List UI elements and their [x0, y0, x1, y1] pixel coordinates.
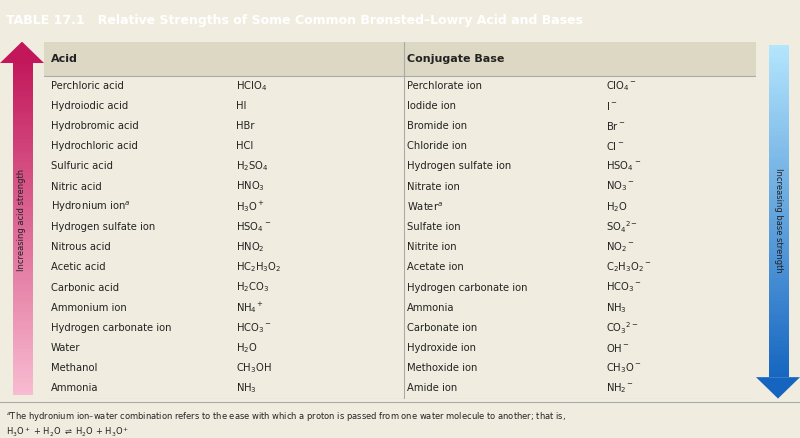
Text: HCO$_3$$^-$: HCO$_3$$^-$: [606, 281, 642, 294]
Text: H$_3$O$^+$: H$_3$O$^+$: [236, 199, 265, 214]
Text: Increasing acid strength: Increasing acid strength: [18, 169, 26, 271]
Text: SO$_4$$^{2-}$: SO$_4$$^{2-}$: [606, 219, 638, 235]
Bar: [44, 42, 756, 75]
Text: Hydrogen carbonate ion: Hydrogen carbonate ion: [51, 323, 172, 333]
Text: Methanol: Methanol: [51, 363, 98, 373]
Text: HNO$_3$: HNO$_3$: [236, 180, 265, 194]
Text: H$_2$CO$_3$: H$_2$CO$_3$: [236, 281, 270, 294]
Text: Nitrite ion: Nitrite ion: [407, 242, 457, 252]
Text: Chloride ion: Chloride ion: [407, 141, 467, 151]
Text: Amide ion: Amide ion: [407, 384, 458, 393]
Polygon shape: [756, 377, 800, 399]
Text: ClO$_4$$^-$: ClO$_4$$^-$: [606, 79, 638, 92]
Text: Perchloric acid: Perchloric acid: [51, 81, 124, 91]
Text: Hydrochloric acid: Hydrochloric acid: [51, 141, 138, 151]
Text: NH$_2$$^-$: NH$_2$$^-$: [606, 381, 634, 396]
Text: HSO$_4$$^-$: HSO$_4$$^-$: [236, 220, 271, 234]
Text: Iodide ion: Iodide ion: [407, 101, 456, 111]
Text: H$_2$O: H$_2$O: [236, 341, 258, 355]
Text: HCl: HCl: [236, 141, 254, 151]
Text: Perchlorate ion: Perchlorate ion: [407, 81, 482, 91]
Text: Water: Water: [51, 343, 81, 353]
Text: C$_2$H$_3$O$_2$$^-$: C$_2$H$_3$O$_2$$^-$: [606, 261, 652, 274]
Text: H$_2$SO$_4$: H$_2$SO$_4$: [236, 159, 269, 173]
Text: NH$_3$: NH$_3$: [606, 301, 627, 314]
Text: Sulfate ion: Sulfate ion: [407, 222, 461, 232]
Text: CH$_3$O$^-$: CH$_3$O$^-$: [606, 361, 642, 375]
Text: Hydroxide ion: Hydroxide ion: [407, 343, 476, 353]
Text: H$_2$O: H$_2$O: [606, 200, 628, 214]
Text: H$_3$O$^+$ + H$_2$O $\rightleftharpoons$ H$_2$O + H$_3$O$^+$: H$_3$O$^+$ + H$_2$O $\rightleftharpoons$…: [6, 425, 130, 438]
Text: Hydrogen sulfate ion: Hydrogen sulfate ion: [407, 161, 511, 171]
Text: $^a$The hydronium ion–water combination refers to the ease with which a proton i: $^a$The hydronium ion–water combination …: [6, 410, 566, 423]
Text: Acid: Acid: [51, 53, 78, 64]
Text: Hydrogen carbonate ion: Hydrogen carbonate ion: [407, 283, 528, 293]
Text: Nitrate ion: Nitrate ion: [407, 182, 460, 191]
Text: NO$_3$$^-$: NO$_3$$^-$: [606, 180, 635, 194]
Text: Hydronium ion$^a$: Hydronium ion$^a$: [51, 200, 130, 214]
Text: Nitric acid: Nitric acid: [51, 182, 102, 191]
Text: Carbonate ion: Carbonate ion: [407, 323, 478, 333]
Text: Hydrogen sulfate ion: Hydrogen sulfate ion: [51, 222, 155, 232]
Text: Methoxide ion: Methoxide ion: [407, 363, 478, 373]
Text: NH$_3$: NH$_3$: [236, 381, 257, 396]
Text: Carbonic acid: Carbonic acid: [51, 283, 119, 293]
Text: Ammonia: Ammonia: [51, 384, 98, 393]
Text: OH$^-$: OH$^-$: [606, 342, 630, 354]
Text: Br$^-$: Br$^-$: [606, 120, 626, 132]
Text: HNO$_2$: HNO$_2$: [236, 240, 265, 254]
Text: HSO$_4$$^-$: HSO$_4$$^-$: [606, 159, 642, 173]
Text: TABLE 17.1   Relative Strengths of Some Common Brønsted–Lowry Acid and Bases: TABLE 17.1 Relative Strengths of Some Co…: [6, 14, 583, 27]
Text: Ammonia: Ammonia: [407, 303, 454, 313]
Text: Sulfuric acid: Sulfuric acid: [51, 161, 113, 171]
Text: Water$^a$: Water$^a$: [407, 201, 443, 213]
Text: Acetate ion: Acetate ion: [407, 262, 464, 272]
Text: NH$_4$$^+$: NH$_4$$^+$: [236, 300, 264, 315]
Text: Cl$^-$: Cl$^-$: [606, 140, 625, 152]
Text: Bromide ion: Bromide ion: [407, 121, 467, 131]
Text: HCO$_3$$^-$: HCO$_3$$^-$: [236, 321, 272, 335]
Text: HI: HI: [236, 101, 246, 111]
Text: Conjugate Base: Conjugate Base: [407, 53, 505, 64]
Text: Increasing base strength: Increasing base strength: [774, 168, 782, 272]
Text: Ammonium ion: Ammonium ion: [51, 303, 127, 313]
Text: Nitrous acid: Nitrous acid: [51, 242, 111, 252]
Text: Acetic acid: Acetic acid: [51, 262, 106, 272]
Text: Hydroiodic acid: Hydroiodic acid: [51, 101, 128, 111]
Polygon shape: [0, 42, 44, 63]
Text: Hydrobromic acid: Hydrobromic acid: [51, 121, 139, 131]
Text: HC$_2$H$_3$O$_2$: HC$_2$H$_3$O$_2$: [236, 261, 282, 274]
Text: CH$_3$OH: CH$_3$OH: [236, 361, 272, 375]
Text: HClO$_4$: HClO$_4$: [236, 79, 267, 92]
Text: CO$_3$$^{2-}$: CO$_3$$^{2-}$: [606, 320, 639, 336]
Text: I$^-$: I$^-$: [606, 100, 618, 112]
Text: NO$_2$$^-$: NO$_2$$^-$: [606, 240, 635, 254]
Text: HBr: HBr: [236, 121, 254, 131]
